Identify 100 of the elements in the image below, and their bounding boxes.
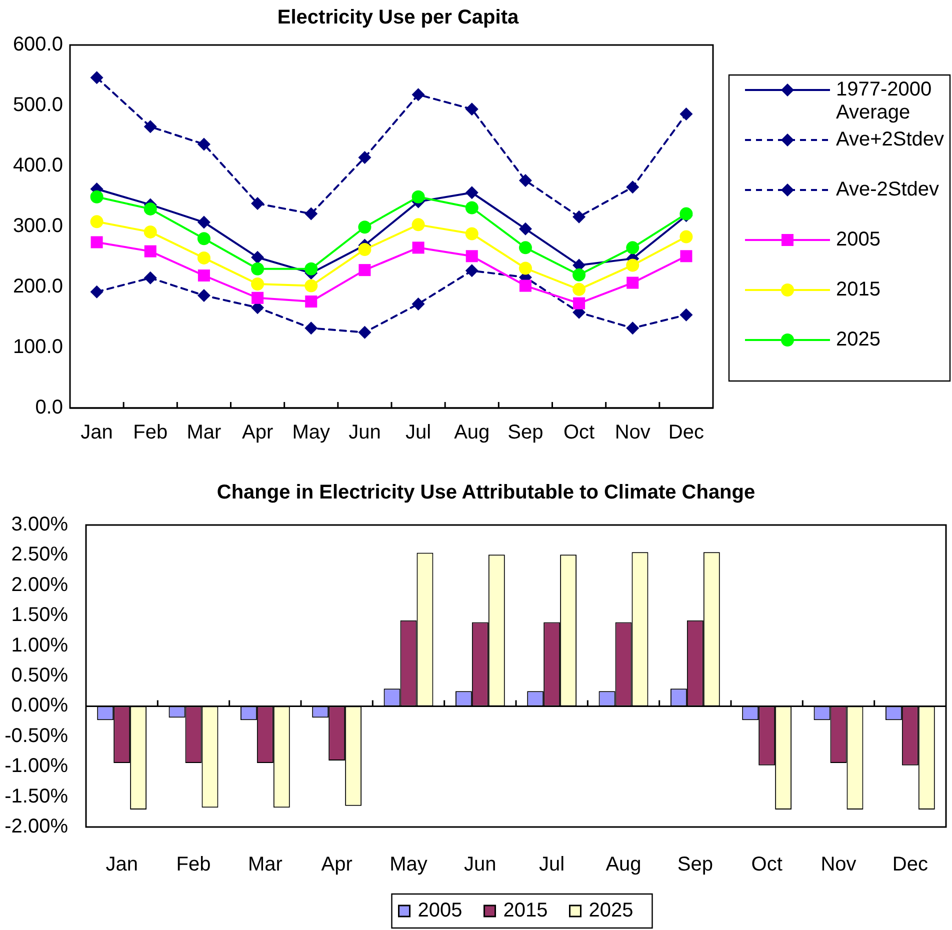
x-tick-label: Jun (464, 854, 496, 876)
x-tick-label: Dec (668, 422, 704, 444)
point (252, 292, 264, 304)
x-tick-label: Sep (508, 422, 544, 444)
y-tick-label: 500.0 (12, 94, 63, 116)
point (626, 180, 640, 194)
legend-label: 2025 (836, 328, 880, 351)
legend-label: 2025 (588, 900, 634, 922)
point (519, 280, 532, 292)
y-tick-label: -1.50% (4, 785, 68, 808)
x-tick-label: Nov (614, 422, 650, 444)
point (305, 296, 318, 308)
x-tick-label: Jul (539, 854, 565, 876)
point (412, 297, 425, 310)
point (626, 258, 640, 272)
point (144, 202, 157, 216)
x-tick-label: May (292, 422, 330, 444)
point (680, 230, 693, 244)
point (573, 297, 586, 310)
point (518, 174, 532, 188)
point (304, 279, 318, 292)
point (412, 190, 425, 204)
y-tick-label: -0.50% (4, 724, 68, 747)
y-tick-label: 400.0 (12, 154, 63, 177)
legend-label: Ave-2Stdev (836, 178, 940, 201)
point (626, 322, 640, 335)
point (251, 197, 264, 210)
point (251, 262, 264, 276)
point (572, 268, 586, 282)
point (518, 222, 532, 236)
x-tick-label: Jul (406, 422, 432, 444)
point (465, 102, 478, 116)
point (197, 138, 210, 151)
y-tick-label: 200.0 (12, 276, 63, 298)
x-tick-label: Jan (80, 422, 113, 444)
chart-title: Change in Electricity Use Attributable to Climate Change (216, 482, 756, 504)
point (251, 250, 264, 264)
point (465, 186, 478, 200)
y-tick-label: 300.0 (12, 215, 63, 238)
legend-label: Ave+2Stdev (836, 128, 944, 151)
point (197, 216, 210, 229)
point (358, 326, 372, 339)
point (680, 107, 693, 120)
point (198, 269, 210, 282)
point (465, 201, 478, 214)
point (358, 264, 371, 276)
legend-label: 2005 (418, 900, 462, 922)
point (90, 215, 104, 228)
point (144, 120, 157, 134)
y-tick-label: 100.0 (12, 336, 63, 358)
legend-label: 2005 (836, 228, 880, 251)
point (304, 262, 318, 276)
chart-title: Electricity Use per Capita (277, 6, 520, 29)
point (412, 88, 425, 102)
point (466, 250, 478, 262)
x-tick-label: Aug (606, 854, 642, 876)
x-tick-label: May (390, 854, 428, 876)
y-tick-label: -1.00% (4, 755, 68, 778)
x-tick-label: Aug (454, 422, 490, 444)
point (465, 264, 478, 278)
point (90, 285, 104, 298)
point (358, 242, 372, 256)
legend-label: 2015 (836, 278, 880, 301)
point (465, 227, 478, 240)
y-tick-label: 600.0 (12, 34, 63, 56)
point (144, 245, 156, 258)
point (626, 276, 639, 289)
point (197, 232, 210, 246)
point (304, 322, 318, 335)
point (251, 277, 264, 290)
point (304, 207, 318, 220)
legend-label: 2015 (503, 900, 548, 922)
point (197, 251, 210, 264)
point (518, 262, 532, 275)
point (572, 282, 586, 296)
x-tick-label: Feb (133, 422, 168, 444)
x-tick-label: Mar (186, 422, 222, 444)
y-tick-label: 2.00% (11, 574, 68, 596)
y-tick-label: 0.50% (11, 664, 68, 687)
point (518, 241, 532, 254)
x-tick-label: Sep (677, 854, 713, 876)
point (680, 308, 693, 322)
x-tick-label: Nov (820, 854, 856, 876)
y-tick-label: 1.00% (11, 634, 68, 656)
x-tick-label: Oct (751, 854, 783, 876)
x-tick-label: Feb (176, 854, 211, 876)
legend-label: 1977-2000 Average (836, 78, 932, 124)
x-tick-label: Dec (892, 854, 928, 876)
point (144, 271, 157, 284)
point (90, 190, 104, 204)
point (626, 241, 640, 254)
y-tick-label: 0.0 (35, 396, 63, 419)
point (90, 236, 103, 248)
x-tick-label: Mar (248, 854, 283, 876)
x-tick-label: Apr (321, 854, 353, 876)
y-tick-label: 2.50% (11, 544, 68, 566)
point (358, 151, 372, 164)
y-tick-label: -2.00% (4, 816, 68, 838)
point (412, 242, 424, 254)
x-tick-label: Jun (348, 422, 381, 444)
